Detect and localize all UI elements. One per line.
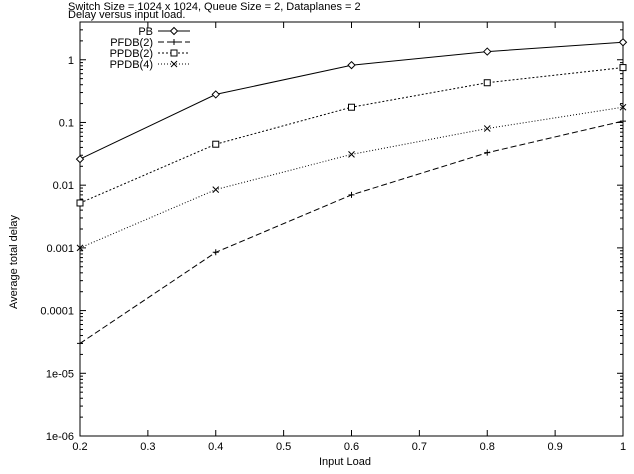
data-point-square (348, 103, 355, 111)
x-tick-label: 0.4 (208, 441, 223, 453)
data-point-cross (76, 244, 84, 252)
data-point-plus (484, 149, 491, 156)
data-point-cross (348, 151, 355, 158)
data-point-square (619, 64, 627, 72)
data-point-diamond (347, 60, 356, 70)
legend-marker-cross (170, 60, 178, 68)
legend-label: PFDB(2) (110, 37, 153, 49)
data-point-cross (619, 103, 627, 111)
data-point-cross (483, 125, 491, 132)
y-tick-label: 1e-06 (46, 431, 74, 443)
legend-label: PPDB(2) (110, 48, 153, 60)
data-point-plus (212, 249, 219, 256)
legend-marker-square (170, 49, 178, 57)
x-tick-label: 0.8 (480, 441, 495, 453)
data-point-plus (620, 118, 626, 125)
data-point-diamond (75, 154, 85, 164)
chart-title: Switch Size = 1024 x 1024, Queue Size = … (68, 1, 361, 13)
data-point-square (76, 199, 84, 207)
x-tick-label: 0.7 (412, 441, 427, 453)
data-point-diamond (483, 47, 492, 56)
data-point-plus (348, 191, 355, 198)
y-tick-label: 0.01 (53, 180, 74, 192)
y-tick-label: 0.1 (59, 117, 74, 129)
x-tick-label: 0.2 (72, 441, 87, 453)
x-tick-label: 1 (620, 441, 626, 453)
plot-border (79, 21, 624, 437)
series-line-4 (79, 106, 624, 249)
y-tick-label: 1e-05 (46, 368, 74, 380)
y-tick-label: 1 (68, 55, 74, 67)
x-tick-label: 0.3 (140, 441, 155, 453)
x-tick-label: 0.6 (344, 441, 359, 453)
x-axis-label: Input Load (319, 456, 371, 468)
x-tick-label: 0.9 (547, 441, 562, 453)
legend-label: PPDB(4) (110, 59, 153, 71)
legend-marker-diamond (169, 26, 179, 36)
data-point-diamond (618, 38, 628, 47)
legend-label: PB (138, 26, 153, 38)
series-line-1 (79, 41, 624, 160)
data-point-diamond (211, 90, 220, 99)
data-point-cross (212, 186, 220, 193)
series-line-3 (79, 67, 624, 204)
data-point-square (483, 79, 491, 87)
data-point-plus (77, 340, 83, 347)
y-tick-label: 0.0001 (40, 306, 74, 318)
legend-marker-plus (171, 39, 177, 45)
x-tick-label: 0.5 (276, 441, 291, 453)
data-point-square (212, 140, 220, 148)
chart-subtitle: Delay versus input load. (68, 9, 186, 21)
y-tick-label: 0.001 (46, 243, 74, 255)
